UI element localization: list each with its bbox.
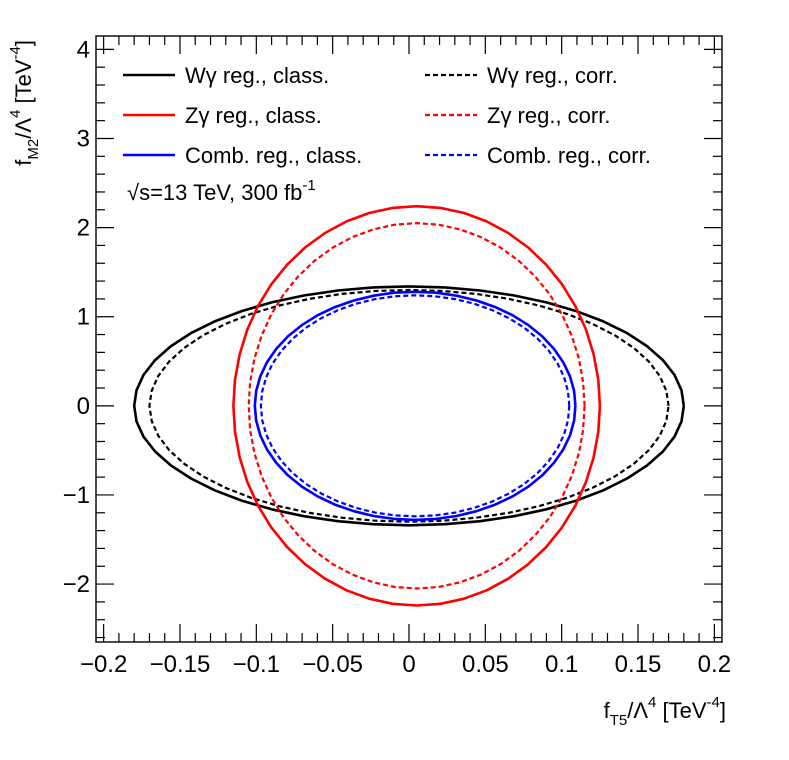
y-axis-ticks: −2 −1 0 1 2 3 4 <box>63 36 722 639</box>
series-curve-3 <box>232 204 602 607</box>
x-tick-label: 0.2 <box>698 651 731 678</box>
y-tick-label: 4 <box>77 36 90 63</box>
legend-label-1: Wγ reg., class. <box>185 63 329 88</box>
x-tick-label: −0.2 <box>80 651 127 678</box>
y-tick-label: 1 <box>77 304 90 331</box>
series-curve-2 <box>148 288 670 523</box>
y-tick-label: 3 <box>77 125 90 152</box>
y-axis-title: fM2/Λ4 [TeV-4] <box>7 40 42 166</box>
series-curve-6 <box>259 294 571 518</box>
energy-annotation: √s=13 TeV, 300 fb-1 <box>127 177 316 205</box>
y-tick-label: 2 <box>77 215 90 242</box>
x-tick-label: 0.15 <box>615 651 662 678</box>
x-axis-title: fT5/Λ4 [TeV-4] <box>604 694 726 729</box>
x-tick-label: 0 <box>402 651 415 678</box>
x-tick-label: 0.05 <box>462 651 509 678</box>
x-axis-ticks: −0.2 −0.15 −0.1 −0.05 0 0.05 0.1 0.15 0.2 <box>80 36 731 678</box>
x-tick-label: −0.1 <box>233 651 280 678</box>
legend-label-6: Comb. reg., corr. <box>487 143 651 168</box>
y-tick-label: −1 <box>63 482 90 509</box>
contour-curves <box>132 204 686 607</box>
legend: Wγ reg., class. Wγ reg., corr. Zγ reg., cl… <box>123 63 651 168</box>
series-curve-1 <box>132 285 686 527</box>
x-tick-label: −0.15 <box>150 651 211 678</box>
y-tick-label: 0 <box>77 393 90 420</box>
y-tick-label: −2 <box>63 571 90 598</box>
legend-label-2: Wγ reg., corr. <box>487 63 618 88</box>
series-curve-5 <box>253 290 577 522</box>
legend-label-3: Zγ reg., class. <box>185 103 322 128</box>
x-tick-label: −0.05 <box>302 651 363 678</box>
legend-label-4: Zγ reg., corr. <box>487 103 610 128</box>
legend-label-5: Comb. reg., class. <box>185 143 362 168</box>
x-tick-label: 0.1 <box>545 651 578 678</box>
series-curve-4 <box>247 222 586 590</box>
